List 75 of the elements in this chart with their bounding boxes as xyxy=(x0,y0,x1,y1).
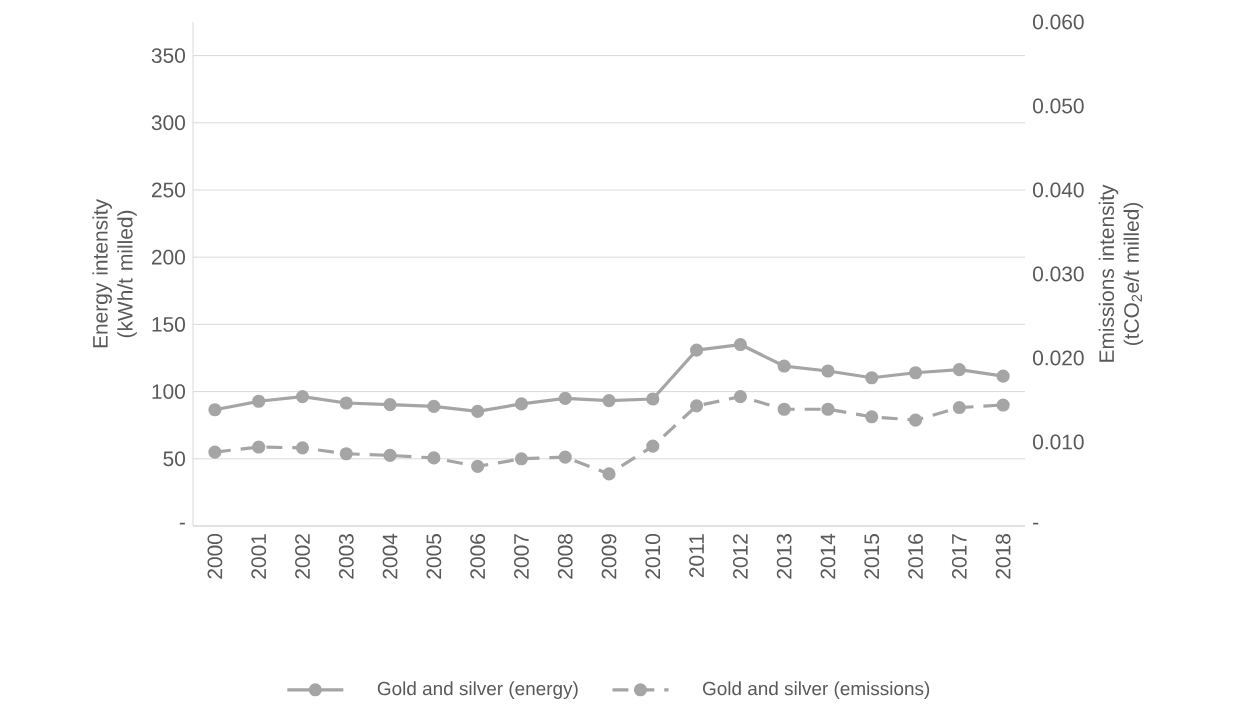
x-tick-label: 2001 xyxy=(251,534,267,579)
point xyxy=(252,394,266,408)
point xyxy=(733,390,747,404)
y-tick-label: 300 xyxy=(151,115,186,131)
y-tick-label: 350 xyxy=(151,48,186,63)
x-tick-label: 2004 xyxy=(382,533,398,579)
point xyxy=(602,467,616,481)
point xyxy=(252,440,266,454)
y-tick-label: - xyxy=(179,522,185,525)
point xyxy=(821,402,835,416)
y-tick-label: 150 xyxy=(152,316,186,332)
point xyxy=(471,404,485,418)
point xyxy=(427,399,441,413)
x-tick-label: 2012 xyxy=(732,534,748,579)
point xyxy=(996,398,1010,412)
y-tick-label: 250 xyxy=(151,182,186,198)
x-tick-label: 2007 xyxy=(514,534,529,579)
point xyxy=(646,392,660,406)
x-tick-label: 2002 xyxy=(295,534,310,579)
point xyxy=(339,447,353,461)
x-tick-label: 2016 xyxy=(908,534,923,579)
point xyxy=(558,391,572,405)
point xyxy=(514,452,529,466)
point xyxy=(690,343,704,357)
x-tick-label: 2013 xyxy=(776,534,792,579)
y2-tick-label: - xyxy=(1033,522,1039,525)
point xyxy=(952,400,966,415)
y2-tick-label: 0.010 xyxy=(1033,434,1084,450)
point xyxy=(646,439,660,453)
y2-tick-label: 0.020 xyxy=(1033,350,1084,366)
point xyxy=(383,398,397,412)
point xyxy=(558,450,572,464)
point xyxy=(952,363,966,377)
point xyxy=(690,399,704,413)
y-tick-label: 50 xyxy=(163,451,186,467)
x-tick-label: 2011 xyxy=(689,534,704,578)
y-tick-label: 200 xyxy=(151,249,186,265)
point xyxy=(427,451,441,465)
point xyxy=(821,364,835,378)
y2-tick-label: 0.040 xyxy=(1033,182,1084,198)
point xyxy=(865,410,879,424)
x-tick-label: 2003 xyxy=(338,534,354,579)
x-tick-label: 2006 xyxy=(470,534,486,579)
legend-label: Gold and silver (emissions) xyxy=(703,681,930,700)
point xyxy=(295,389,310,404)
y2-tick-label: 0.030 xyxy=(1033,266,1084,282)
x-tick-label: 2015 xyxy=(864,534,880,579)
point xyxy=(777,359,791,373)
x-tick-label: 2017 xyxy=(951,534,967,579)
legend-label: Gold and silver (energy) xyxy=(377,681,578,700)
point xyxy=(339,396,353,410)
point xyxy=(602,394,616,408)
y2-tick-label: 0.050 xyxy=(1033,98,1084,114)
x-tick-label: 2018 xyxy=(995,534,1011,579)
point xyxy=(733,337,747,352)
point xyxy=(777,402,791,416)
point xyxy=(208,445,222,459)
point xyxy=(383,448,397,463)
point xyxy=(996,369,1010,383)
x-tick-label: 2009 xyxy=(601,534,617,579)
point xyxy=(471,459,485,473)
point xyxy=(865,371,879,385)
x-tick-label: 2000 xyxy=(207,533,223,579)
y2-tick-label: 0.060 xyxy=(1033,14,1084,30)
x-tick-label: 2005 xyxy=(426,534,442,579)
point xyxy=(514,397,529,411)
y-axis-title: Energy intensity (kWh/t milled) xyxy=(92,199,137,348)
y-tick-label: 100 xyxy=(152,384,186,399)
x-tick-label: 2010 xyxy=(645,533,661,579)
point xyxy=(908,366,923,380)
point xyxy=(208,403,222,417)
point xyxy=(295,441,310,455)
x-tick-label: 2014 xyxy=(820,533,836,579)
point xyxy=(908,413,923,427)
x-tick-label: 2008 xyxy=(557,534,573,579)
